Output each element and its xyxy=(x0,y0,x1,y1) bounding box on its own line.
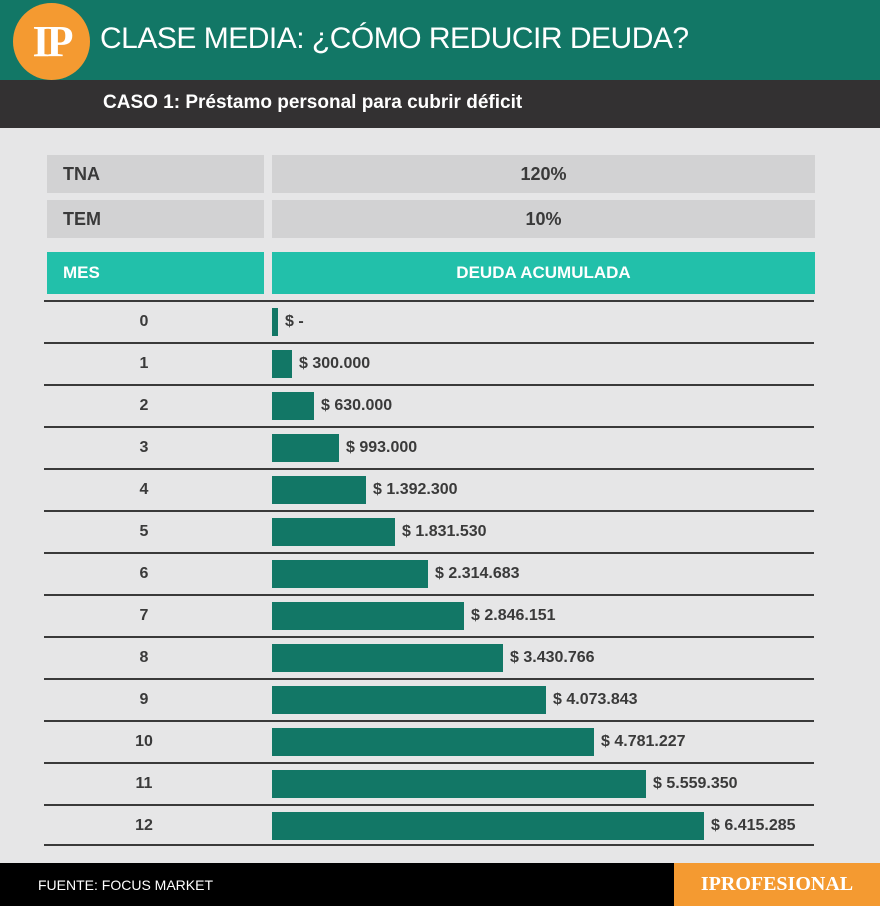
subheader-band: CASO 1: Préstamo personal para cubrir dé… xyxy=(0,80,880,128)
debt-value-label: $ 4.073.843 xyxy=(553,691,638,708)
debt-value-label: $ 4.781.227 xyxy=(601,733,686,750)
debt-value-label: $ 6.415.285 xyxy=(711,817,796,834)
table-row: 12 $ 6.415.285 xyxy=(44,804,814,846)
debt-bar xyxy=(272,476,366,504)
debt-bar xyxy=(272,392,314,420)
brand-logo: IPROFESIONAL xyxy=(674,863,880,906)
debt-value-label: $ 300.000 xyxy=(299,355,371,372)
param-row-tna: TNA 120% xyxy=(47,155,815,193)
column-header-deuda: DEUDA ACUMULADA xyxy=(272,252,815,294)
debt-bar xyxy=(272,686,546,714)
month-label: 0 xyxy=(139,313,149,330)
header-band: IP CLASE MEDIA: ¿CÓMO REDUCIR DEUDA? xyxy=(0,0,880,80)
debt-value-label: $ 1.392.300 xyxy=(373,481,458,498)
debt-bar xyxy=(272,812,704,840)
param-value: 120% xyxy=(272,155,815,193)
debt-bar xyxy=(272,518,395,546)
debt-value-label: $ 1.831.530 xyxy=(402,523,487,540)
column-header-mes: MES xyxy=(47,252,264,294)
month-label: 5 xyxy=(139,523,149,540)
debt-bar xyxy=(272,728,594,756)
table-row: 3 $ 993.000 xyxy=(44,426,814,468)
debt-bar xyxy=(272,602,464,630)
param-value: 10% xyxy=(272,200,815,238)
debt-value-label: $ 5.559.350 xyxy=(653,775,738,792)
table-row: 2 $ 630.000 xyxy=(44,384,814,426)
table-row: 8 $ 3.430.766 xyxy=(44,636,814,678)
page-subtitle: CASO 1: Préstamo personal para cubrir dé… xyxy=(103,92,523,113)
debt-value-label: $ 2.314.683 xyxy=(435,565,520,582)
debt-value-label: $ 2.846.151 xyxy=(471,607,556,624)
debt-bar xyxy=(272,644,503,672)
table-row: 11 $ 5.559.350 xyxy=(44,762,814,804)
debt-value-label: $ 630.000 xyxy=(321,397,393,414)
debt-bar xyxy=(272,350,292,378)
debt-bar xyxy=(272,308,278,336)
table-row: 7 $ 2.846.151 xyxy=(44,594,814,636)
param-label: TEM xyxy=(47,200,264,238)
debt-bar xyxy=(272,770,646,798)
table-row: 10 $ 4.781.227 xyxy=(44,720,814,762)
month-label: 6 xyxy=(139,565,149,582)
table-row: 4 $ 1.392.300 xyxy=(44,468,814,510)
month-label: 9 xyxy=(139,691,149,708)
month-label: 11 xyxy=(135,775,153,792)
table-row: 6 $ 2.314.683 xyxy=(44,552,814,594)
month-label: 4 xyxy=(139,481,149,498)
month-label: 10 xyxy=(135,733,153,750)
table-row: 9 $ 4.073.843 xyxy=(44,678,814,720)
ip-logo: IP xyxy=(13,3,90,80)
source-note: FUENTE: FOCUS MARKET xyxy=(38,877,214,893)
debt-value-label: $ 993.000 xyxy=(346,439,418,456)
month-label: 2 xyxy=(139,397,149,414)
month-label: 7 xyxy=(139,607,149,624)
table-row: 5 $ 1.831.530 xyxy=(44,510,814,552)
debt-bar xyxy=(272,434,339,462)
month-label: 1 xyxy=(139,355,149,372)
debt-value-label: $ 3.430.766 xyxy=(510,649,595,666)
month-label: 12 xyxy=(135,817,153,834)
debt-value-label: $ - xyxy=(285,313,304,330)
param-label: TNA xyxy=(47,155,264,193)
debt-bar xyxy=(272,560,428,588)
footer: FUENTE: FOCUS MARKET IPROFESIONAL xyxy=(0,863,880,906)
table-row: 0 $ - xyxy=(44,300,814,342)
param-row-tem: TEM 10% xyxy=(47,200,815,238)
page-title: CLASE MEDIA: ¿CÓMO REDUCIR DEUDA? xyxy=(100,22,689,55)
month-label: 3 xyxy=(139,439,149,456)
month-label: 8 xyxy=(139,649,149,666)
table-row: 1 $ 300.000 xyxy=(44,342,814,384)
